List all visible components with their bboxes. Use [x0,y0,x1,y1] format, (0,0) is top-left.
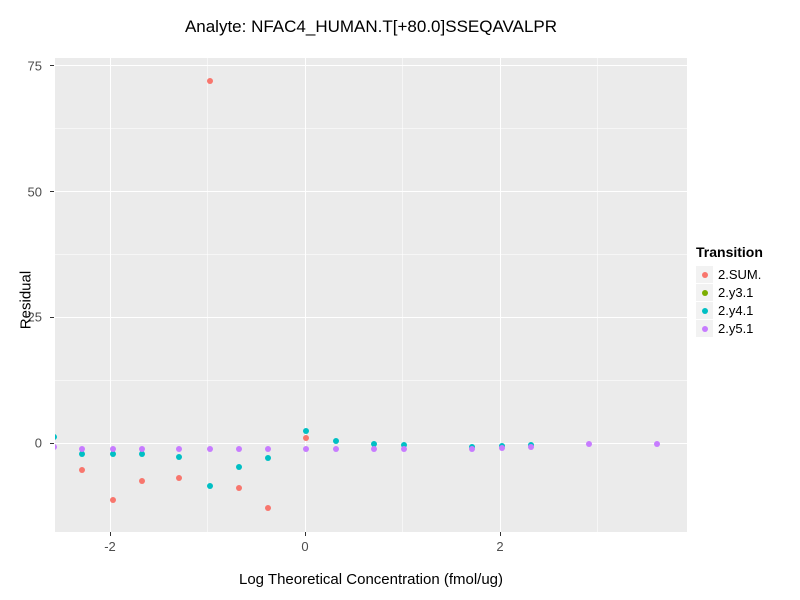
data-point [264,445,271,452]
legend-swatch-dot [701,325,708,332]
gridline-x-major [499,58,501,532]
x-tick-mark [499,532,501,536]
x-tick-label: 0 [301,539,309,554]
data-point [207,445,214,452]
legend-key [696,284,713,301]
data-point [468,445,475,452]
data-point [653,441,660,447]
data-point [371,446,378,453]
legend-item-label: 2.SUM. [718,267,762,282]
legend-item: 2.SUM. [696,266,796,283]
data-point [55,433,58,440]
legend-item-label: 2.y4.1 [718,303,754,318]
gridline-x-minor [402,58,403,532]
data-point [207,77,214,84]
gridline-y-minor [55,128,687,130]
data-point [302,434,309,441]
data-point [585,440,592,447]
x-tick-label: -2 [104,539,116,554]
data-point [109,451,116,458]
x-tick-label: 2 [496,539,504,554]
legend-item: 2.y5.1 [696,320,796,337]
y-tick-label: 75 [27,58,42,74]
data-point [264,455,271,462]
data-point [139,445,146,452]
chart-title: Analyte: NFAC4_HUMAN.T[+80.0]SSEQAVALPR [184,17,558,36]
legend-item: 2.y3.1 [696,284,796,301]
legend-item: 2.y4.1 [696,302,796,319]
data-point [235,464,242,471]
y-tick-mark [50,316,54,318]
y-axis: 75 50 25 0 [0,58,55,532]
legend-item-label: 2.y5.1 [718,321,754,336]
data-point [333,445,340,452]
data-point [401,446,408,453]
data-point [235,445,242,452]
gridline-y-major [55,316,687,318]
data-point [78,450,85,457]
legend-item-label: 2.y3.1 [718,285,754,300]
legend-key [696,266,713,283]
x-axis: -2 0 2 [55,532,687,562]
x-tick-mark [304,532,306,536]
data-point [371,441,378,447]
gridline-y-major [55,65,687,67]
plot-panel [55,58,687,532]
data-point [109,497,116,504]
legend: Transition 2.SUM. 2.y3.1 2.y4.1 2.y5.1 [696,244,796,338]
x-axis-title: Log Theoretical Concentration (fmol/ug) [238,571,504,588]
data-point [302,427,309,434]
gridline-y-major [55,191,687,193]
data-point [109,445,116,452]
legend-key [696,320,713,337]
y-tick-label: 25 [27,309,42,325]
data-point [264,504,271,511]
data-point [528,444,535,451]
data-point [78,445,85,452]
data-point [139,451,146,458]
data-point [55,444,58,451]
y-tick-label: 0 [34,435,42,451]
legend-swatch-dot [701,289,708,296]
gridline-y-minor [55,253,687,255]
data-point [139,478,146,485]
data-point [176,454,183,461]
gridline-y-minor [55,379,687,381]
x-tick-mark [109,532,111,536]
y-tick-mark [50,191,54,193]
y-tick-mark [50,65,54,67]
legend-swatch-dot [701,307,708,314]
data-point [401,442,408,448]
data-point [176,475,183,482]
data-point [235,485,242,492]
data-point [207,483,214,490]
data-point [498,445,505,452]
legend-swatch-dot [701,271,708,278]
data-point [302,445,309,452]
data-point [333,437,340,444]
y-axis-title: Residual [17,270,35,330]
legend-key [696,302,713,319]
y-tick-label: 50 [27,184,42,200]
legend-title: Transition [696,244,763,260]
gridline-x-major [109,58,111,532]
gridline-x-minor [207,58,208,532]
data-point [176,445,183,452]
gridline-x-major [304,58,306,532]
data-point [78,466,85,473]
gridline-x-minor [597,58,598,532]
y-tick-mark [50,442,54,444]
gridline-y-major [55,442,687,444]
